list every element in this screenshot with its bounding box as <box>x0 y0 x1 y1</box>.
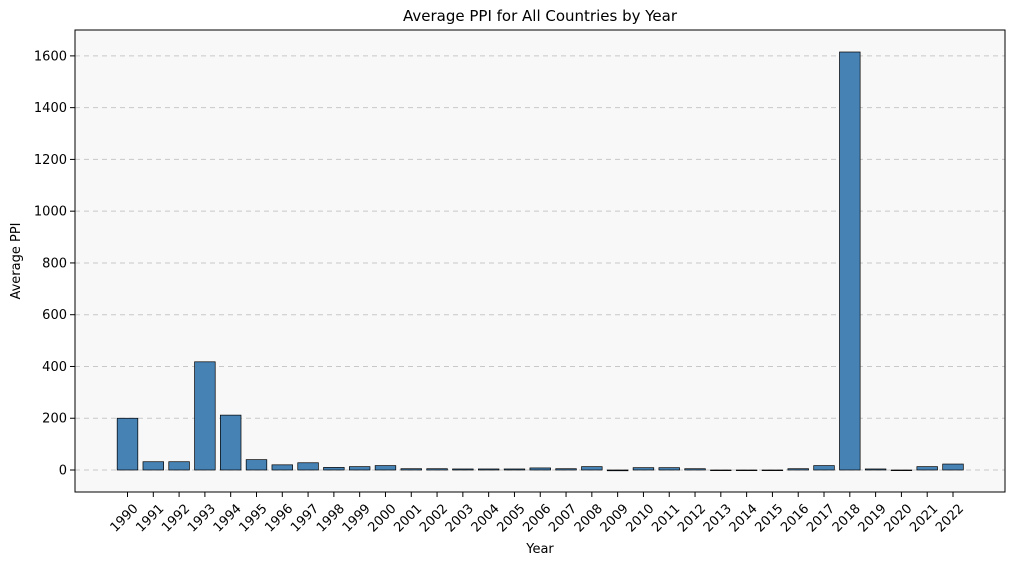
x-tick-label: 2017 <box>804 501 838 535</box>
x-tick-label: 2013 <box>701 501 735 535</box>
x-tick-label: 2009 <box>598 501 632 535</box>
bar-2022 <box>942 463 964 471</box>
bar-1995 <box>245 459 268 471</box>
bar-1996 <box>271 464 293 471</box>
bar-1999 <box>349 466 371 471</box>
bar-2000 <box>374 465 397 471</box>
bar-2006 <box>529 467 551 471</box>
bar-2021 <box>916 466 938 471</box>
bar-2020 <box>890 469 913 471</box>
y-axis-label: Average PPI <box>9 222 24 299</box>
x-tick-label: 1997 <box>288 501 322 535</box>
bar-1994 <box>220 414 242 471</box>
y-tick-label: 600 <box>42 308 67 323</box>
bar-2014 <box>735 469 758 471</box>
x-tick-label: 1992 <box>159 501 193 535</box>
bar-1990 <box>116 417 139 471</box>
x-tick-label: 2010 <box>623 501 657 535</box>
y-tick-label: 400 <box>42 360 67 375</box>
bar-2017 <box>813 465 835 471</box>
x-tick-label: 2019 <box>856 501 890 535</box>
x-tick-label: 2005 <box>494 501 528 535</box>
bar-2008 <box>581 466 603 471</box>
bar-2018 <box>839 51 861 471</box>
x-tick-label: 2022 <box>933 501 967 535</box>
y-tick-label: 1600 <box>34 49 67 64</box>
bar-1993 <box>194 361 216 471</box>
bar-2016 <box>787 468 809 471</box>
x-tick-label: 2002 <box>417 501 451 535</box>
x-tick-label: 1998 <box>314 501 348 535</box>
x-tick-label: 2001 <box>391 501 425 535</box>
y-tick-label: 0 <box>59 464 67 479</box>
x-tick-label: 1995 <box>237 501 271 535</box>
x-tick-label: 2020 <box>881 501 915 535</box>
bar-2001 <box>400 468 422 471</box>
x-axis-label: Year <box>525 542 554 557</box>
bar-2019 <box>864 468 887 471</box>
x-tick-label: 2012 <box>675 501 709 535</box>
y-tick-label: 800 <box>42 256 67 271</box>
x-tick-label: 1994 <box>211 501 245 535</box>
x-tick-label: 2015 <box>752 501 786 535</box>
x-tick-label: 2018 <box>830 501 864 535</box>
bar-2012 <box>684 468 706 471</box>
x-tick-label: 2008 <box>572 501 606 535</box>
bar-2015 <box>761 469 784 471</box>
x-tick-label: 1991 <box>133 501 167 535</box>
bar-1997 <box>297 462 319 471</box>
chart-title: Average PPI for All Countries by Year <box>403 7 678 25</box>
x-tick-label: 2006 <box>520 501 554 535</box>
y-tick-label: 1000 <box>34 205 67 220</box>
bar-2003 <box>452 468 474 471</box>
plot-frame <box>74 29 1006 493</box>
x-tick-label: 2016 <box>778 501 812 535</box>
bars <box>116 51 964 472</box>
bar-2010 <box>632 467 655 471</box>
bar-2009 <box>606 469 629 472</box>
y-tick-label: 200 <box>42 412 67 427</box>
bar-1998 <box>323 467 345 471</box>
bar-2004 <box>477 468 500 471</box>
x-tick-label: 2011 <box>649 501 683 535</box>
bar-2011 <box>658 467 680 471</box>
bar-2007 <box>555 468 577 471</box>
bar-2005 <box>503 468 526 471</box>
x-tick-label: 2004 <box>469 501 503 535</box>
x-tick-label: 1996 <box>262 501 296 535</box>
bar-2013 <box>710 469 732 471</box>
x-tick-label: 2021 <box>907 501 941 535</box>
x-tick-label: 1990 <box>108 501 142 535</box>
bar-2002 <box>426 468 448 471</box>
x-tick-label: 1993 <box>185 501 219 535</box>
y-tick-label: 1200 <box>34 153 67 168</box>
bar-1992 <box>168 461 190 471</box>
x-tick-label: 2000 <box>366 501 400 535</box>
x-tick-label: 2014 <box>727 501 761 535</box>
y-tick-label: 1400 <box>34 101 67 116</box>
x-tick-label: 1999 <box>340 501 374 535</box>
x-tick-label: 2007 <box>546 501 580 535</box>
x-tick-label: 2003 <box>443 501 477 535</box>
bar-1991 <box>142 461 164 471</box>
